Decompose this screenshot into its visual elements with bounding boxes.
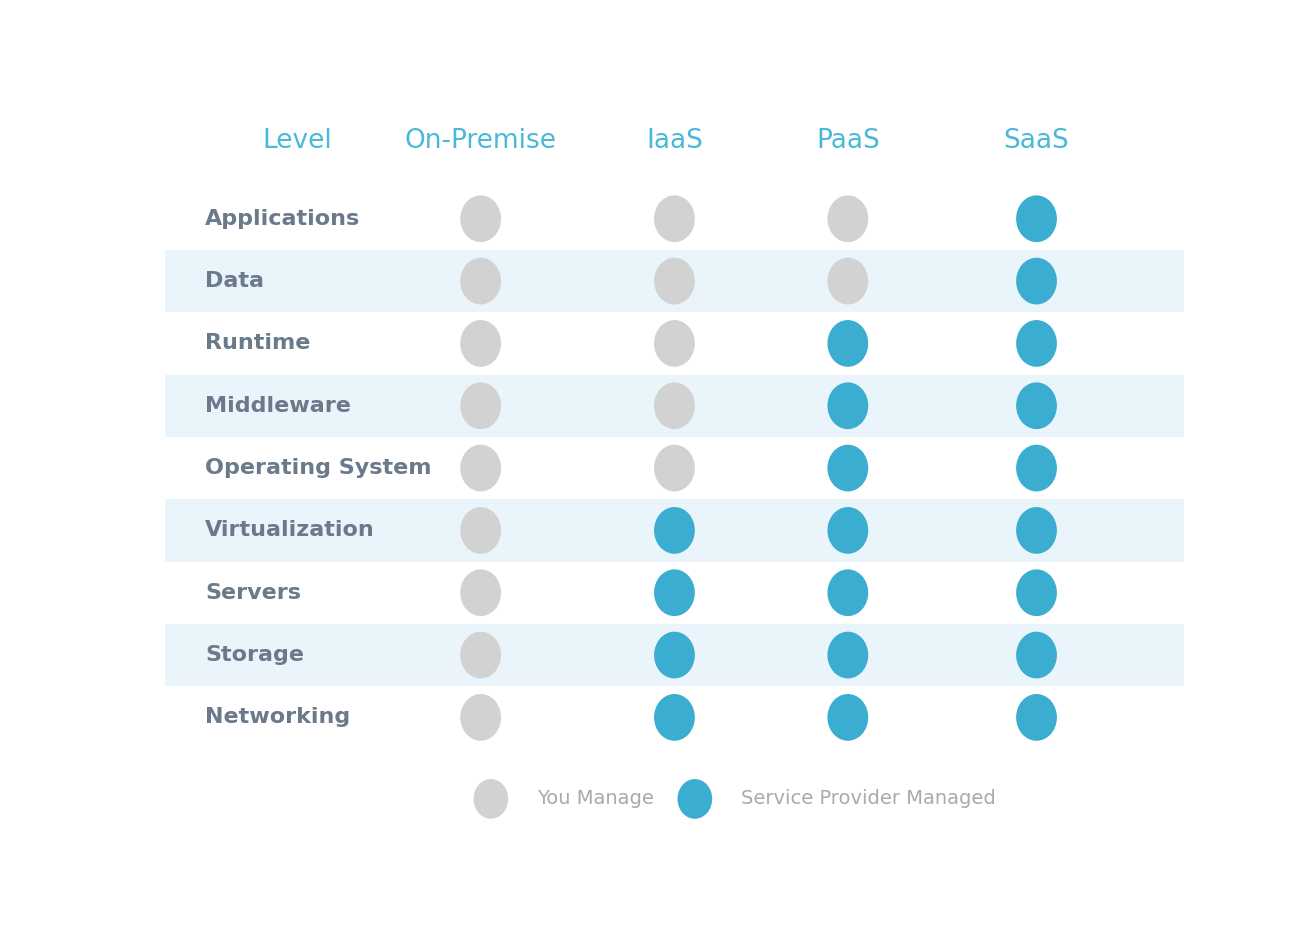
Ellipse shape — [1016, 258, 1057, 304]
Ellipse shape — [654, 382, 695, 429]
Ellipse shape — [828, 631, 869, 678]
Text: PaaS: PaaS — [816, 128, 879, 154]
Bar — [164, 375, 1184, 437]
Text: Networking: Networking — [205, 707, 350, 728]
Ellipse shape — [828, 507, 869, 554]
Ellipse shape — [1016, 631, 1057, 678]
Ellipse shape — [828, 320, 869, 367]
Bar — [164, 250, 1184, 312]
Text: On-Premise: On-Premise — [404, 128, 557, 154]
Ellipse shape — [828, 694, 869, 741]
Bar — [164, 500, 1184, 561]
Ellipse shape — [461, 694, 501, 741]
Ellipse shape — [461, 570, 501, 616]
Text: Virtualization: Virtualization — [205, 520, 375, 541]
Ellipse shape — [828, 445, 869, 491]
Ellipse shape — [461, 320, 501, 367]
Ellipse shape — [1016, 195, 1057, 242]
Text: Applications: Applications — [205, 209, 361, 229]
Text: Storage: Storage — [205, 645, 304, 665]
Ellipse shape — [828, 195, 869, 242]
Ellipse shape — [654, 694, 695, 741]
Ellipse shape — [461, 195, 501, 242]
Text: SaaS: SaaS — [1004, 128, 1070, 154]
Ellipse shape — [1016, 382, 1057, 429]
Ellipse shape — [828, 382, 869, 429]
Text: You Manage: You Manage — [537, 789, 654, 809]
Ellipse shape — [461, 507, 501, 554]
Text: Data: Data — [205, 271, 265, 291]
Ellipse shape — [654, 570, 695, 616]
Bar — [164, 624, 1184, 686]
Ellipse shape — [1016, 507, 1057, 554]
Ellipse shape — [1016, 694, 1057, 741]
Text: IaaS: IaaS — [646, 128, 703, 154]
Ellipse shape — [461, 382, 501, 429]
Ellipse shape — [654, 445, 695, 491]
Ellipse shape — [678, 779, 712, 819]
Ellipse shape — [1016, 570, 1057, 616]
Ellipse shape — [474, 779, 508, 819]
Text: Operating System: Operating System — [205, 458, 432, 478]
Ellipse shape — [461, 631, 501, 678]
Ellipse shape — [828, 258, 869, 304]
Ellipse shape — [461, 445, 501, 491]
Ellipse shape — [461, 258, 501, 304]
Ellipse shape — [1016, 445, 1057, 491]
Text: Servers: Servers — [205, 583, 301, 602]
Text: Middleware: Middleware — [205, 396, 351, 416]
Ellipse shape — [654, 195, 695, 242]
Ellipse shape — [654, 320, 695, 367]
Text: Runtime: Runtime — [205, 333, 311, 353]
Ellipse shape — [1016, 320, 1057, 367]
Ellipse shape — [654, 507, 695, 554]
Text: Level: Level — [262, 128, 332, 154]
Ellipse shape — [828, 570, 869, 616]
Text: Service Provider Managed: Service Provider Managed — [741, 789, 995, 809]
Ellipse shape — [654, 631, 695, 678]
Ellipse shape — [654, 258, 695, 304]
